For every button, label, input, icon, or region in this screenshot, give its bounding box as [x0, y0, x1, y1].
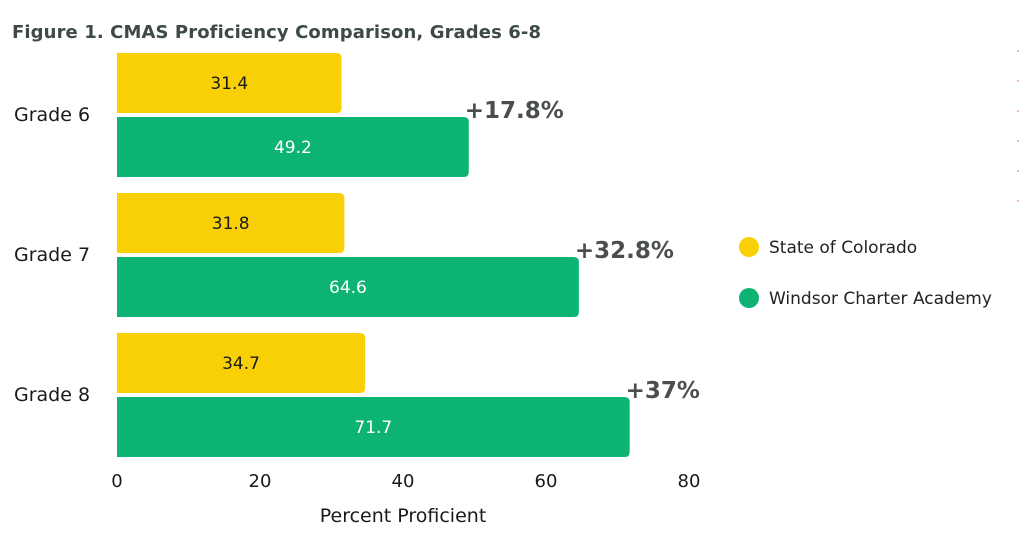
- category-labels: Grade 6 Grade 7 Grade 8: [14, 104, 90, 406]
- legend-swatch-icon: [739, 288, 759, 308]
- difference-annotation: +17.8%: [465, 98, 564, 124]
- bar-value-label: 31.4: [210, 74, 248, 94]
- decorative-dot: [1017, 200, 1019, 202]
- bar-state-7: [117, 193, 345, 253]
- legend-swatch-icon: [739, 237, 759, 257]
- bar-value-label: 71.7: [354, 418, 392, 438]
- difference-annotation: +32.8%: [575, 238, 674, 264]
- x-tick-label: 0: [111, 471, 122, 492]
- x-axis-title: Percent Proficient: [320, 505, 487, 527]
- bars-group: 31.4 49.2 31.8 64.6 34.7 71.7: [117, 53, 630, 457]
- difference-annotation: +37%: [626, 378, 700, 404]
- decorative-dot: [1017, 170, 1019, 172]
- category-label: Grade 7: [14, 244, 90, 266]
- x-tick-label: 60: [535, 471, 558, 492]
- decorative-dot: [1017, 80, 1019, 82]
- bar-value-label: 31.8: [212, 214, 250, 234]
- category-label: Grade 6: [14, 104, 90, 126]
- category-label: Grade 8: [14, 384, 90, 406]
- bar-value-label: 49.2: [274, 138, 312, 158]
- x-tick-label: 40: [392, 471, 415, 492]
- x-axis-ticks: 0 20 40 60 80: [111, 471, 700, 492]
- legend: State of Colorado Windsor Charter Academy: [739, 237, 992, 309]
- bar-value-label: 34.7: [222, 354, 260, 374]
- decorative-dot: [1017, 110, 1019, 112]
- x-tick-label: 80: [678, 471, 701, 492]
- decorative-dot: [1017, 50, 1019, 52]
- bar-state-6: [117, 53, 342, 113]
- bar-wca-8: [117, 397, 630, 457]
- x-tick-label: 20: [249, 471, 272, 492]
- bar-value-label: 64.6: [329, 278, 367, 298]
- bar-wca-7: [117, 257, 579, 317]
- difference-annotations: +17.8% +32.8% +37%: [465, 98, 700, 404]
- decorative-dots: [1017, 50, 1019, 202]
- decorative-dot: [1017, 140, 1019, 142]
- legend-label: Windsor Charter Academy: [769, 289, 992, 309]
- legend-label: State of Colorado: [769, 238, 917, 258]
- chart-title: Figure 1. CMAS Proficiency Comparison, G…: [12, 22, 542, 43]
- bar-state-8: [117, 333, 366, 393]
- bar-wca-6: [117, 117, 469, 177]
